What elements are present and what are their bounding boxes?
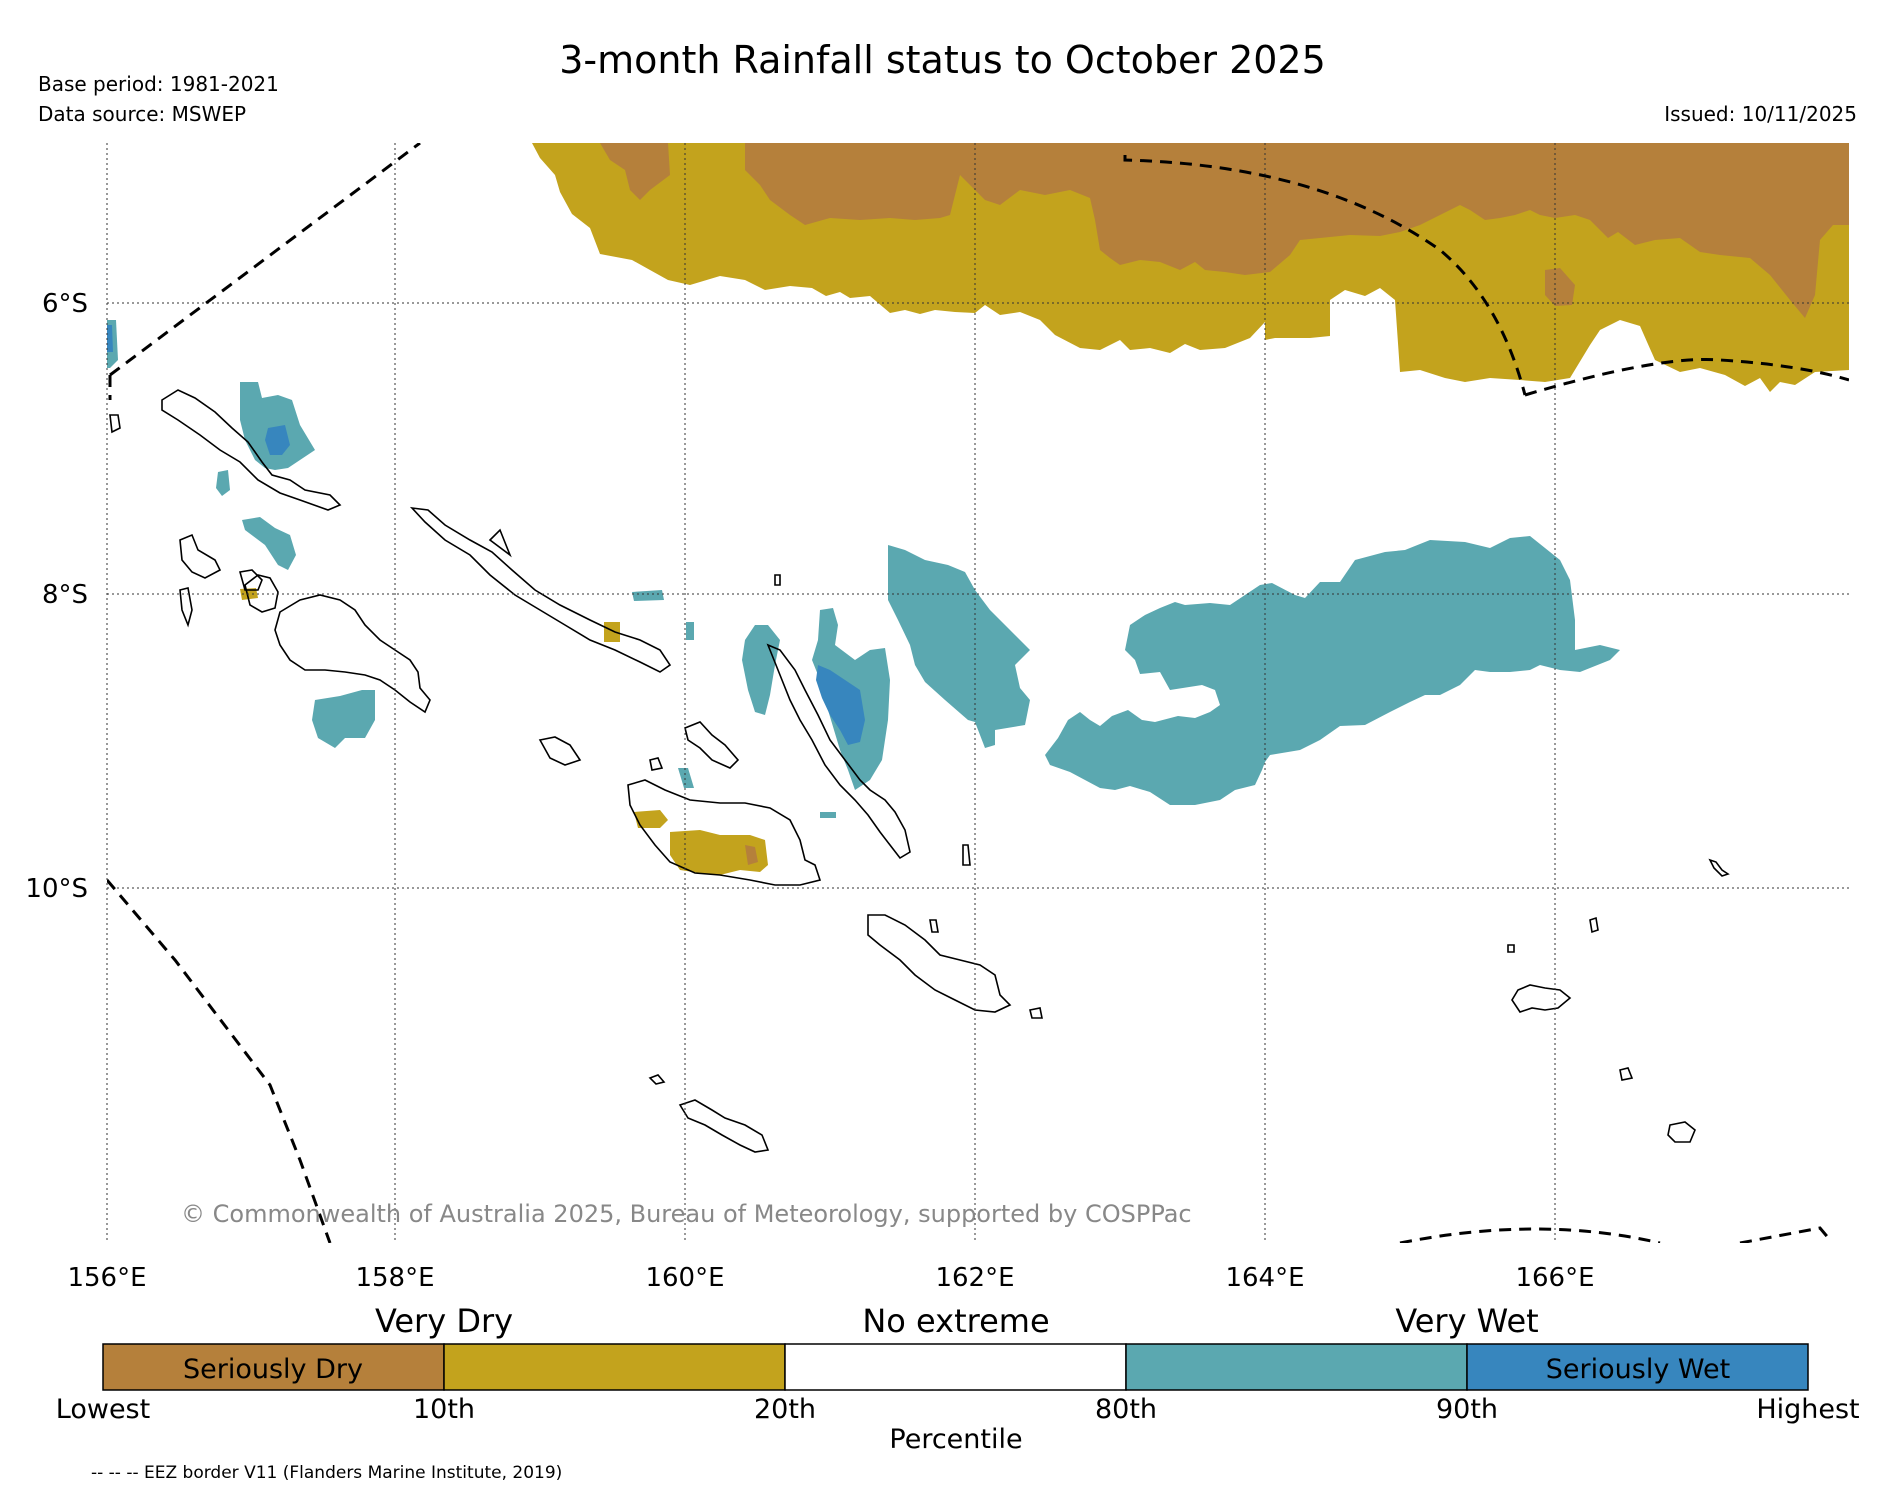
graticule	[106, 143, 1849, 1243]
island-duff	[1708, 858, 1730, 877]
issued-date: Issued: 10/11/2025	[1664, 102, 1857, 126]
legend-header-very-dry: Very Dry	[375, 1302, 513, 1340]
legend-segment-seriously-wet	[1466, 1343, 1809, 1391]
legend-bar: Seriously Dry Seriously Wet	[102, 1343, 1809, 1391]
lon-label-156e: 156°E	[67, 1263, 146, 1293]
island-ulawa	[929, 919, 939, 933]
percentile-80th: 80th	[1095, 1394, 1157, 1425]
island-small-1	[179, 587, 193, 628]
percentile-10th: 10th	[413, 1394, 475, 1425]
island-malaita	[766, 643, 911, 860]
lon-label-162e: 162°E	[935, 1263, 1014, 1293]
base-period: Base period: 1981-2021	[38, 72, 279, 96]
very-wet-region-east	[1045, 536, 1620, 805]
very-wet-region-small-b	[242, 517, 296, 570]
island-santa-ana	[1029, 1007, 1043, 1019]
lon-label-164e: 164°E	[1225, 1263, 1304, 1293]
island-small-4	[109, 414, 121, 434]
eez-border-ne	[1123, 155, 1527, 396]
copyright-notice: © Commonwealth of Australia 2025, Bureau…	[181, 1200, 1192, 1228]
eez-note: -- -- -- EEZ border V11 (Flanders Marine…	[91, 1463, 563, 1483]
island-small-3	[238, 569, 263, 591]
very-dry-patch-guadalcanal	[670, 830, 768, 875]
island-vanikoro	[1619, 1067, 1634, 1081]
lat-label-8s: 8°S	[42, 580, 88, 610]
seriously-wet-region-malaita	[816, 665, 865, 745]
very-wet-region-isabel	[742, 625, 780, 715]
percentile-axis-title: Percentile	[889, 1424, 1022, 1455]
legend-segment-very-wet	[1125, 1343, 1468, 1391]
island-rennell	[678, 1099, 770, 1153]
seriously-wet-region-west	[265, 425, 290, 455]
seriously-wet-region-edge	[107, 325, 113, 352]
island-vella-lavella	[244, 574, 279, 613]
percentile-highest: Highest	[1756, 1394, 1859, 1425]
eez-border-e	[1524, 357, 1849, 397]
eez-borders	[107, 143, 1849, 1243]
very-dry-patch-b	[604, 622, 620, 642]
very-wet-region-small-a	[216, 470, 230, 496]
island-santa-isabel	[488, 528, 512, 558]
percentile-90th: 90th	[1436, 1394, 1498, 1425]
legend-segment-seriously-dry	[102, 1343, 445, 1391]
legend-label-seriously-dry: Seriously Dry	[183, 1354, 363, 1385]
island-bougainville	[161, 389, 342, 511]
legend-label-seriously-wet: Seriously Wet	[1546, 1354, 1730, 1385]
eez-border-nw	[109, 143, 421, 377]
island-russell	[538, 736, 582, 766]
island-small-2	[1507, 944, 1515, 953]
data-source: Data source: MSWEP	[38, 102, 247, 126]
very-wet-region-small-e	[678, 768, 694, 788]
island-bellona	[648, 1074, 666, 1085]
very-wet-region-central	[888, 545, 1030, 748]
island-new-georgia	[274, 594, 431, 714]
island-savo	[649, 757, 664, 771]
legend-header-very-wet: Very Wet	[1395, 1302, 1538, 1340]
island-florida	[684, 721, 740, 769]
very-wet-region-small-d	[686, 622, 694, 640]
island-sikaiana	[962, 844, 971, 866]
very-wet-region-west	[240, 382, 315, 470]
eez-border-sw	[107, 879, 332, 1243]
very-wet-region-south-west	[312, 690, 375, 748]
lon-label-166e: 166°E	[1515, 1263, 1594, 1293]
percentile-lowest: Lowest	[56, 1394, 150, 1425]
lat-label-6s: 6°S	[42, 289, 88, 319]
seriously-dry-region-north	[600, 143, 1849, 318]
legend-segment-no-extreme	[784, 1343, 1127, 1391]
eez-border-se	[1399, 1227, 1661, 1243]
legend-segment-very-dry	[443, 1343, 786, 1391]
lon-label-158e: 158°E	[355, 1263, 434, 1293]
seriously-dry-patch	[1545, 268, 1575, 306]
legend-header-no-extreme: No extreme	[862, 1302, 1049, 1340]
island-reef-small	[1589, 916, 1599, 934]
island-nendo	[1511, 984, 1572, 1013]
eez-border-se2	[1739, 1226, 1832, 1243]
very-wet-region-small-f	[820, 812, 836, 818]
island-small-5	[774, 574, 781, 586]
island-ranongga	[179, 533, 222, 579]
island-guadalcanal	[627, 779, 822, 886]
very-dry-patch-a	[634, 810, 668, 828]
lat-label-10s: 10°S	[25, 874, 88, 904]
island-makira	[867, 914, 1012, 1013]
map-title: 3-month Rainfall status to October 2025	[559, 38, 1326, 82]
percentile-20th: 20th	[754, 1394, 816, 1425]
coastlines	[109, 389, 1730, 1153]
lon-label-160e: 160°E	[645, 1263, 724, 1293]
island-choiseul	[409, 506, 672, 673]
island-tikopia	[1667, 1121, 1696, 1143]
seriously-dry-patch-guadalcanal	[745, 845, 758, 865]
very-wet-region-small-c	[632, 590, 664, 601]
